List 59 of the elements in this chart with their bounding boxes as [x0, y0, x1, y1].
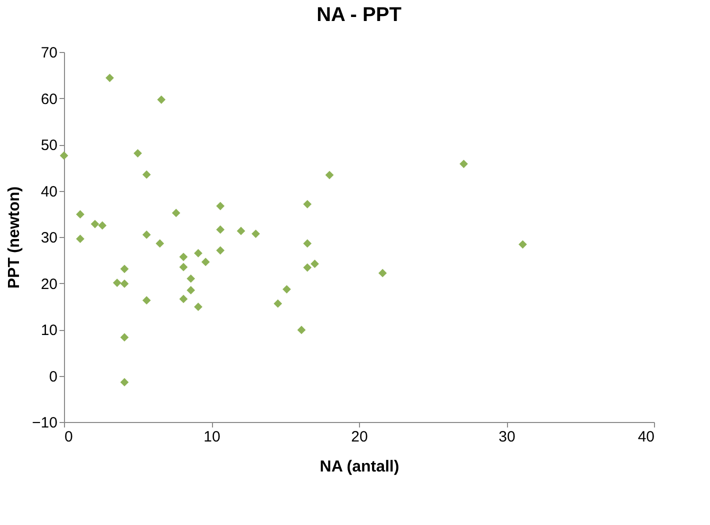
y-tick-label: −10 [32, 414, 58, 432]
point [252, 230, 260, 238]
x-tick-label: 40 [638, 428, 654, 446]
point [303, 239, 312, 248]
y-tick-label: 60 [40, 90, 58, 108]
y-tick-label: 50 [40, 137, 58, 154]
point [274, 299, 282, 308]
point [236, 226, 246, 236]
point [120, 264, 129, 274]
point [134, 149, 142, 158]
point [179, 252, 188, 262]
chart-title: NA - PPT [316, 4, 402, 26]
point [120, 378, 129, 386]
point [142, 170, 151, 179]
point [157, 95, 166, 104]
point [186, 274, 196, 283]
x-axis-title: NA (antall) [320, 458, 400, 476]
point [460, 160, 468, 168]
x-tick-label: 10 [204, 428, 220, 446]
y-tick-label: 10 [40, 322, 58, 339]
point [60, 151, 68, 160]
point [378, 268, 387, 278]
point [216, 246, 225, 255]
point [186, 286, 196, 294]
x-tick-label: 30 [498, 428, 516, 446]
point [194, 249, 202, 258]
point [76, 210, 84, 219]
point [194, 302, 202, 312]
point [98, 221, 107, 230]
point [90, 220, 100, 228]
point [201, 258, 210, 266]
y-tick-label: 20 [40, 276, 58, 293]
point [303, 200, 312, 208]
point [76, 234, 84, 244]
point [282, 285, 291, 294]
point [303, 263, 312, 272]
x-tick-label: 0 [64, 428, 73, 446]
point [106, 74, 114, 82]
y-tick-label: 0 [49, 368, 58, 386]
point [179, 294, 188, 304]
x-tick-label: 20 [351, 428, 368, 446]
y-axis-title: PPT (newton) [6, 186, 24, 289]
y-tick-label: 70 [40, 44, 58, 62]
point [156, 239, 164, 248]
y-tick-label: 40 [40, 183, 58, 200]
point [297, 326, 306, 334]
point [216, 202, 225, 210]
point [142, 296, 151, 305]
point [172, 208, 180, 218]
y-tick-label: 30 [40, 230, 58, 246]
point [112, 278, 122, 287]
point [179, 262, 188, 272]
point [310, 260, 319, 268]
point [518, 240, 527, 249]
point [325, 170, 334, 180]
point [142, 230, 151, 239]
point [216, 225, 225, 234]
point [120, 333, 129, 342]
point [120, 280, 129, 288]
